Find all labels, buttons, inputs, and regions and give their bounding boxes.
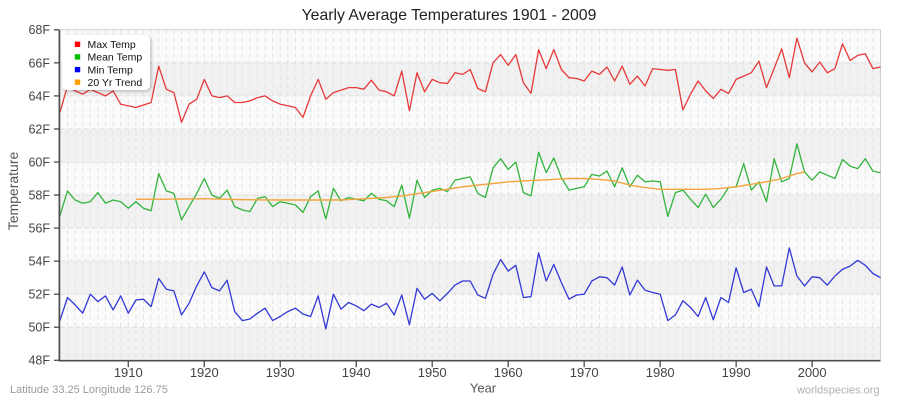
svg-text:1920: 1920 xyxy=(190,365,219,380)
svg-text:1960: 1960 xyxy=(494,365,523,380)
svg-text:Year: Year xyxy=(470,381,497,396)
svg-text:2000: 2000 xyxy=(798,365,827,380)
svg-text:48F: 48F xyxy=(28,354,50,368)
svg-text:68F: 68F xyxy=(28,23,50,37)
svg-text:64F: 64F xyxy=(28,89,50,103)
svg-text:20 Yr Trend: 20 Yr Trend xyxy=(88,77,143,89)
svg-text:Min Temp: Min Temp xyxy=(88,64,133,76)
svg-text:1940: 1940 xyxy=(342,365,371,380)
svg-text:Latitude 33.25 Longitude 126.7: Latitude 33.25 Longitude 126.75 xyxy=(10,384,168,396)
svg-text:52F: 52F xyxy=(28,288,50,302)
svg-text:1980: 1980 xyxy=(646,365,675,380)
svg-text:1950: 1950 xyxy=(418,365,447,380)
svg-text:1990: 1990 xyxy=(722,365,751,380)
svg-text:worldspecies.org: worldspecies.org xyxy=(796,385,880,397)
svg-text:58F: 58F xyxy=(28,189,50,203)
svg-text:62F: 62F xyxy=(28,122,50,136)
svg-text:Temperature: Temperature xyxy=(5,151,21,230)
svg-text:1930: 1930 xyxy=(266,365,295,380)
svg-text:Max Temp: Max Temp xyxy=(88,39,136,51)
svg-text:1970: 1970 xyxy=(570,365,599,380)
svg-text:Mean Temp: Mean Temp xyxy=(88,52,143,64)
svg-text:60F: 60F xyxy=(28,155,50,169)
svg-text:66F: 66F xyxy=(28,56,50,70)
svg-text:50F: 50F xyxy=(28,321,50,335)
svg-text:1910: 1910 xyxy=(114,365,143,380)
svg-text:56F: 56F xyxy=(28,222,50,236)
svg-text:54F: 54F xyxy=(28,255,50,269)
svg-text:Yearly Average Temperatures 19: Yearly Average Temperatures 1901 - 2009 xyxy=(302,7,597,24)
